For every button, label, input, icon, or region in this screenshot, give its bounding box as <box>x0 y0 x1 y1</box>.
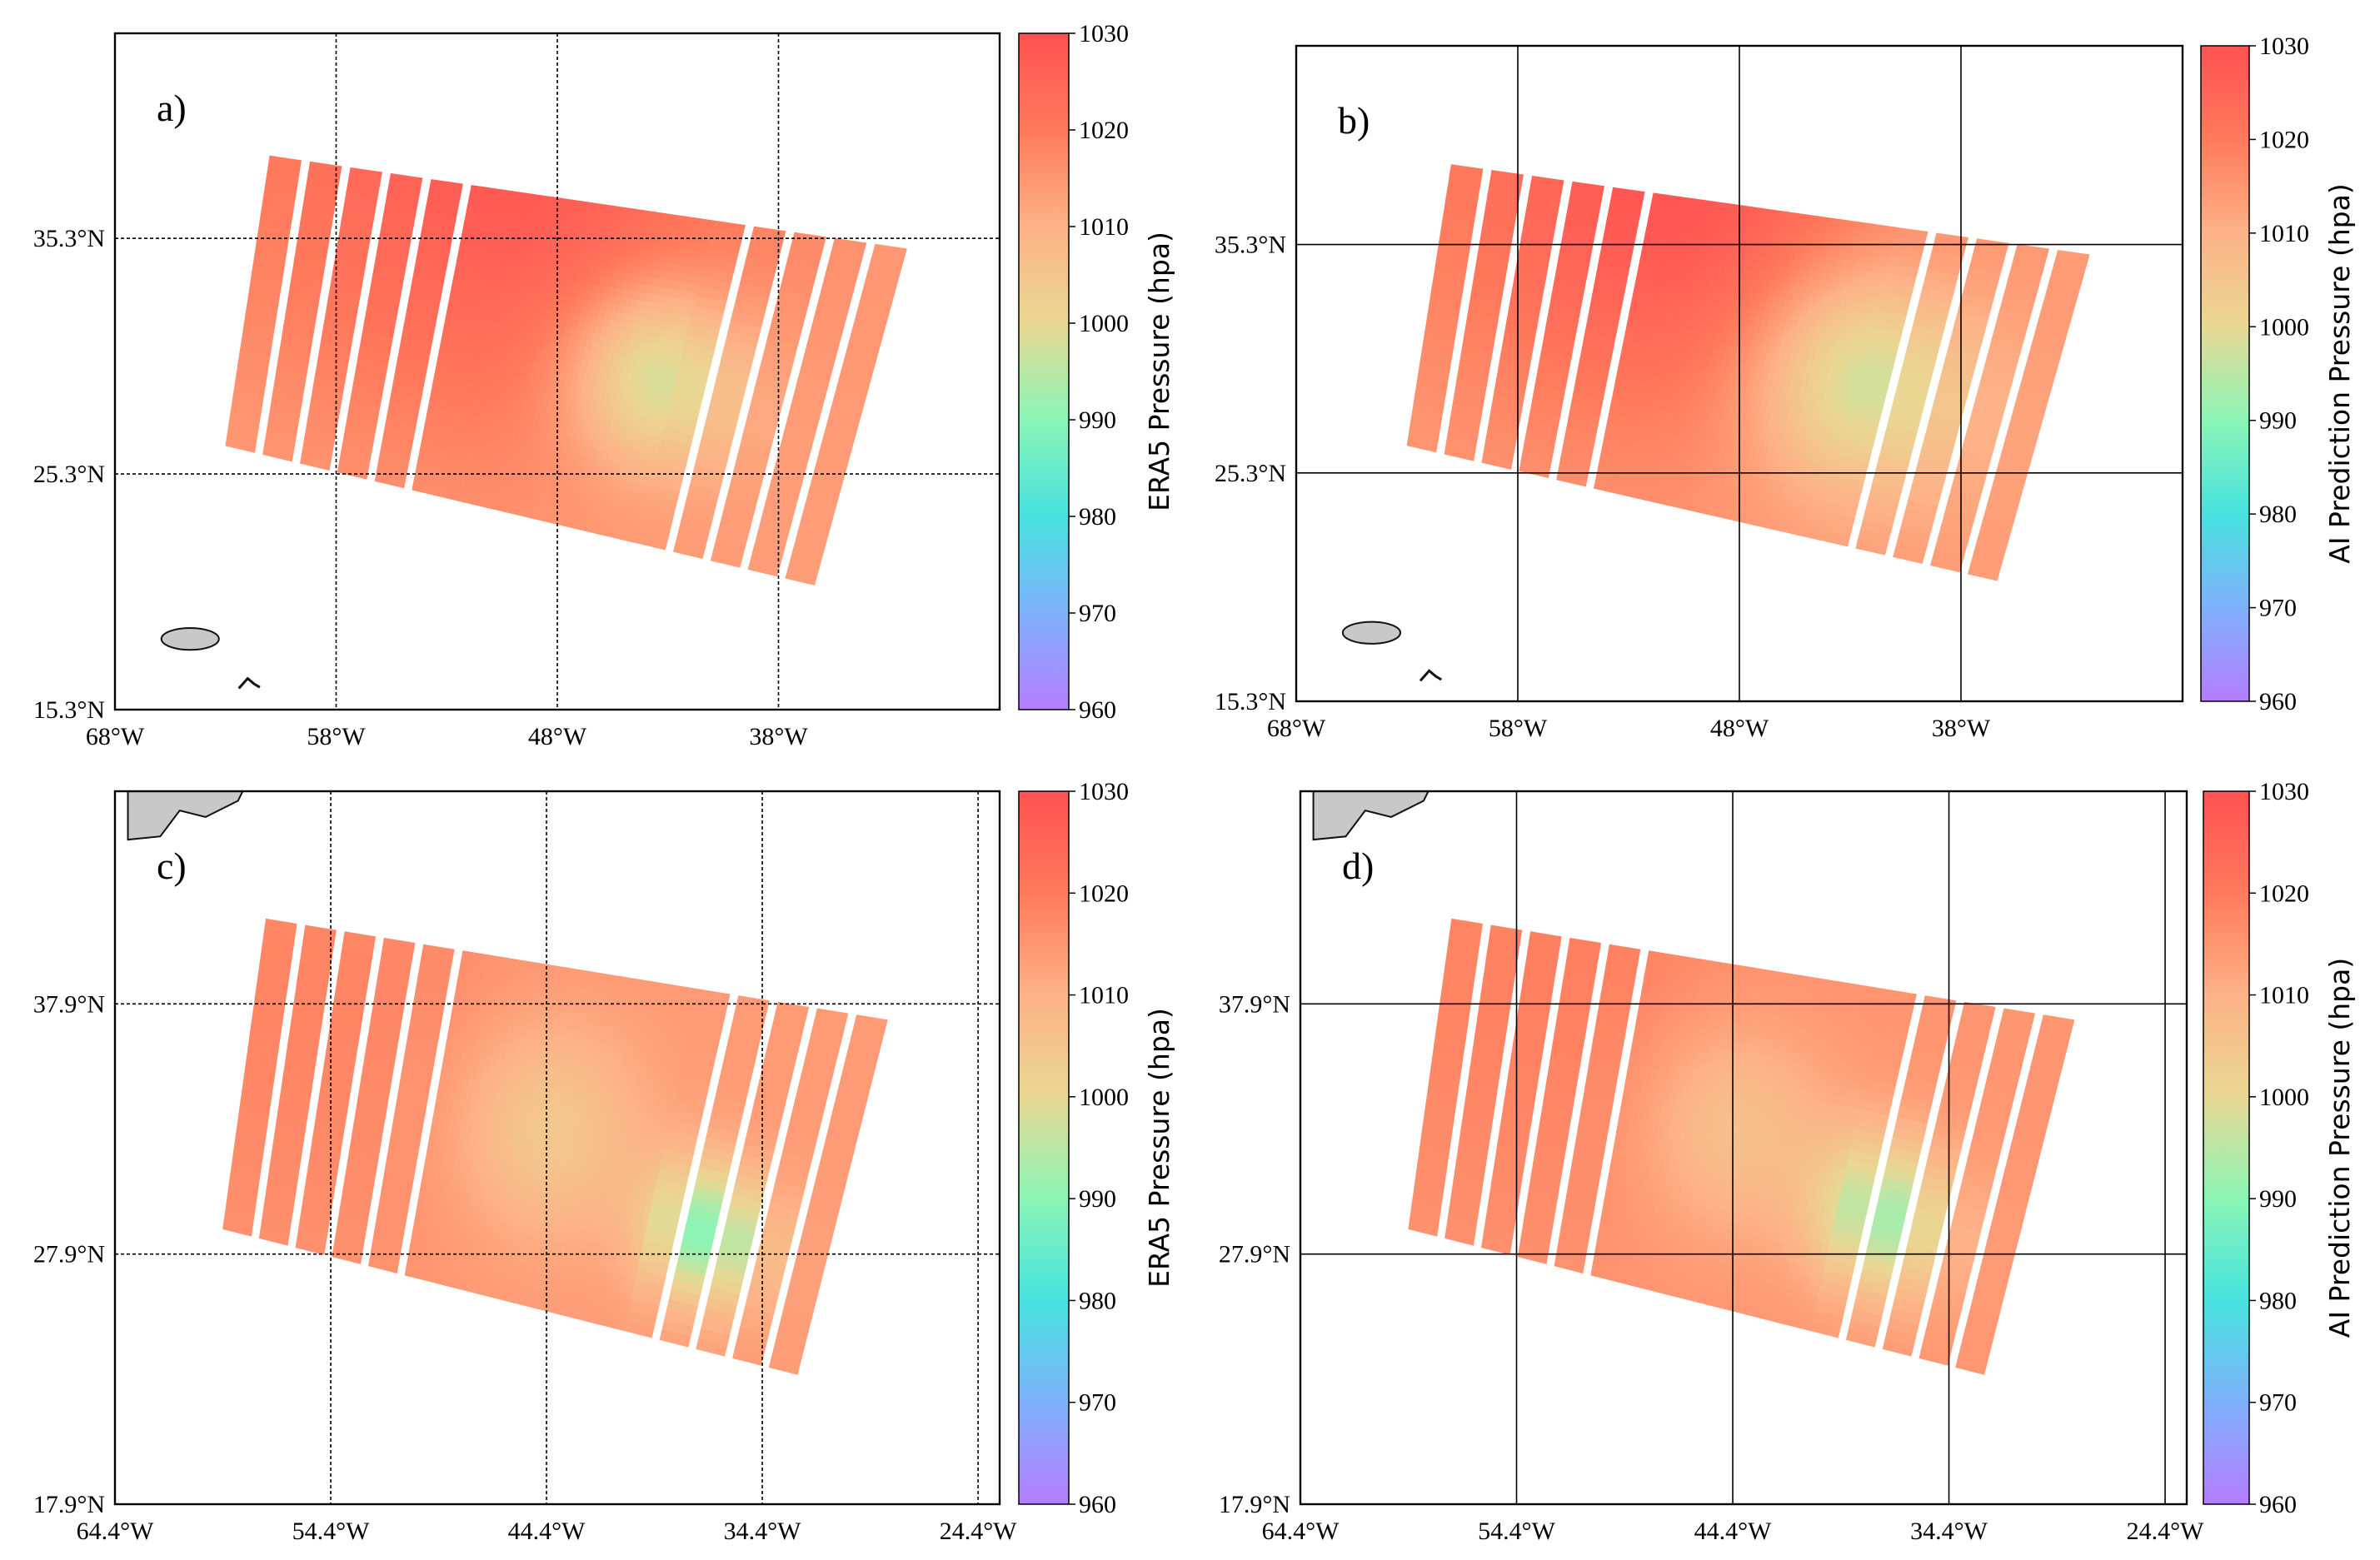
colorbar-tick-label: 980 <box>1079 503 1116 531</box>
y-tick-label: 27.9°N <box>1219 1241 1290 1268</box>
x-tick-label: 58°W <box>307 723 366 750</box>
panel-b: 68°W 58°W 48°W 38°W 15.3°N 25.3°N 35.3°N b) 1030… <box>1215 32 2356 742</box>
colorbar <box>1019 33 1069 710</box>
colorbar-label: ERA5 Pressure (hpa) <box>1143 1008 1175 1288</box>
colorbar <box>2201 46 2249 701</box>
colorbar-tick-label: 1000 <box>1079 310 1129 337</box>
y-tick-label: 17.9°N <box>33 1491 105 1518</box>
x-tick-label: 48°W <box>528 723 587 750</box>
x-tick-label: 54.4°W <box>1478 1518 1555 1545</box>
colorbar-tick-label: 980 <box>2259 1287 2297 1314</box>
land-island <box>162 628 219 650</box>
land-island <box>1343 622 1400 644</box>
y-tick-label: 15.3°N <box>33 696 105 724</box>
x-tick-label: 44.4°W <box>508 1518 586 1545</box>
panel-label: a) <box>157 87 187 129</box>
colorbar-tick-label: 960 <box>1079 696 1116 724</box>
colorbar-tick-label: 1030 <box>2259 778 2309 805</box>
colorbar <box>2203 791 2249 1504</box>
panel-label: b) <box>1338 99 1370 142</box>
panel-c: 64.4°W 54.4°W 44.4°W 34.4°W 24.4°W 17.9°N 27.9… <box>33 775 1175 1545</box>
colorbar-tick-label: 960 <box>2259 688 2297 715</box>
colorbar-tick-label: 970 <box>1079 1389 1116 1417</box>
y-tick-label: 25.3°N <box>33 461 105 488</box>
colorbar-tick-label: 1010 <box>1079 982 1129 1009</box>
x-tick-label: 64.4°W <box>77 1518 154 1545</box>
y-tick-label: 35.3°N <box>1215 232 1286 259</box>
x-tick-label: 34.4°W <box>1910 1518 1988 1545</box>
colorbar-tick-label: 1020 <box>1079 880 1129 907</box>
panel-d: 64.4°W 54.4°W 44.4°W 34.4°W 24.4°W 17.9°N 27.9… <box>1219 775 2356 1545</box>
colorbar-tick-label: 1020 <box>2259 880 2309 907</box>
x-tick-label: 64.4°W <box>1262 1518 1340 1545</box>
x-tick-label: 38°W <box>1932 715 1991 742</box>
colorbar-tick-label: 1000 <box>2259 1084 2309 1111</box>
panel-label: d) <box>1342 845 1374 887</box>
colorbar-tick-label: 1030 <box>1079 778 1129 805</box>
colorbar-tick-label: 980 <box>2259 501 2297 528</box>
colorbar-tick-label: 1000 <box>1079 1084 1129 1111</box>
x-tick-label: 68°W <box>86 723 145 750</box>
x-tick-label: 48°W <box>1710 715 1769 742</box>
x-tick-label: 54.4°W <box>292 1518 370 1545</box>
x-tick-label: 58°W <box>1489 715 1548 742</box>
colorbar-tick-label: 1030 <box>1079 20 1129 47</box>
x-tick-label: 38°W <box>749 723 808 750</box>
colorbar-tick-label: 1020 <box>2259 126 2309 153</box>
colorbar-tick-label: 990 <box>2259 1185 2297 1213</box>
x-tick-label: 24.4°W <box>2127 1518 2204 1545</box>
y-tick-label: 17.9°N <box>1219 1491 1290 1518</box>
x-tick-label: 34.4°W <box>724 1518 801 1545</box>
y-tick-label: 35.3°N <box>33 225 105 252</box>
y-tick-label: 25.3°N <box>1215 460 1286 487</box>
colorbar-tick-label: 990 <box>2259 407 2297 435</box>
panel-label: c) <box>157 845 187 887</box>
colorbar-tick-label: 1030 <box>2259 32 2309 60</box>
colorbar-label: ERA5 Pressure (hpa) <box>1143 232 1175 511</box>
y-tick-label: 15.3°N <box>1215 688 1286 715</box>
y-tick-label: 27.9°N <box>33 1241 105 1268</box>
colorbar-tick-label: 1000 <box>2259 313 2309 341</box>
y-tick-label: 37.9°N <box>1219 990 1290 1018</box>
x-tick-label: 24.4°W <box>940 1518 1017 1545</box>
colorbar-tick-label: 970 <box>1079 600 1116 627</box>
colorbar-tick-label: 1010 <box>2259 220 2309 247</box>
colorbar-tick-label: 960 <box>1079 1491 1116 1518</box>
colorbar-tick-label: 1010 <box>1079 213 1129 241</box>
colorbar-tick-label: 1020 <box>1079 117 1129 144</box>
colorbar-tick-label: 990 <box>1079 406 1116 434</box>
colorbar-label: AI Prediction Pressure (hpa) <box>2323 183 2356 563</box>
panel-a: 68°W 58°W 48°W 38°W 15.3°N 25.3°N 35.3°N a) 1030… <box>33 20 1175 750</box>
colorbar-tick-label: 990 <box>1079 1185 1116 1213</box>
colorbar <box>1019 791 1069 1504</box>
x-tick-label: 68°W <box>1267 715 1326 742</box>
colorbar-tick-label: 980 <box>1079 1287 1116 1314</box>
x-tick-label: 44.4°W <box>1694 1518 1772 1545</box>
colorbar-tick-label: 1010 <box>2259 982 2309 1009</box>
y-tick-label: 37.9°N <box>33 990 105 1018</box>
colorbar-tick-label: 960 <box>2259 1491 2297 1518</box>
colorbar-tick-label: 970 <box>2259 595 2297 622</box>
colorbar-tick-label: 970 <box>2259 1389 2297 1417</box>
colorbar-label: AI Prediction Pressure (hpa) <box>2323 958 2356 1338</box>
